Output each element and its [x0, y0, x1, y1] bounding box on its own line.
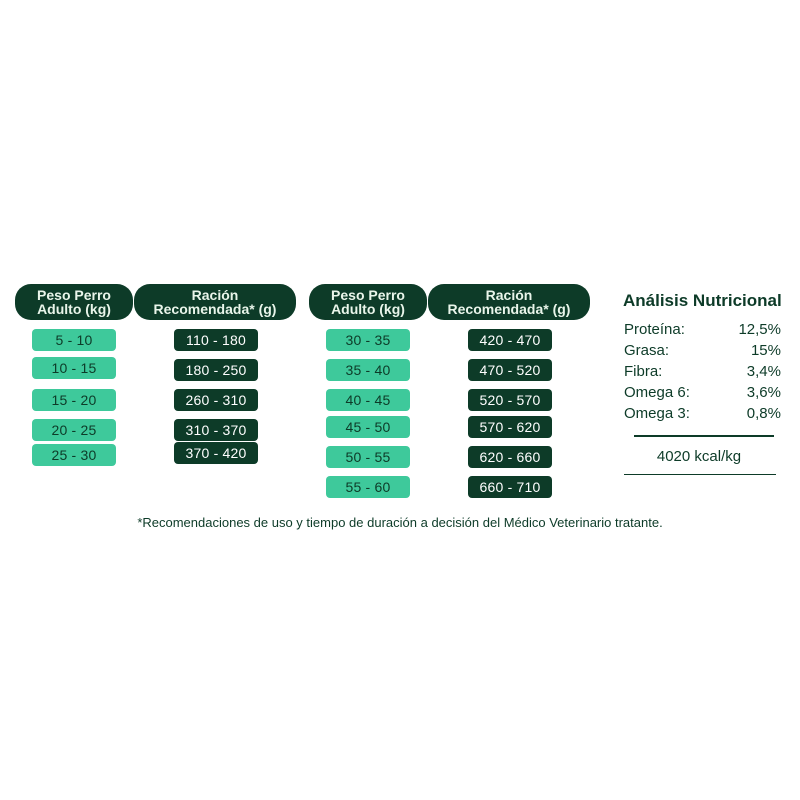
table2-weight-header-line2: Adulto (kg) [331, 301, 405, 317]
footnote: *Recomendaciones de uso y tiempo de dura… [137, 515, 663, 530]
table2-weight-cell: 45 - 50 [326, 416, 410, 438]
table2-weight-cell: 30 - 35 [326, 329, 410, 351]
table2-ration-cell: 570 - 620 [468, 416, 552, 438]
table1-weight-cell: 10 - 15 [32, 357, 116, 379]
nutrition-row: Omega 6: 3,6% [624, 384, 781, 405]
nutrition-value: 3,4% [746, 363, 781, 380]
table2-weight-header: Peso Perro Adulto (kg) [309, 284, 427, 320]
nutrition-row: Omega 3: 0,8% [624, 405, 781, 426]
energy-value: 4020 kcal/kg [656, 448, 742, 465]
table1-ration-cell: 260 - 310 [174, 389, 258, 411]
table1-ration-cell: 110 - 180 [174, 329, 258, 351]
table1-weight-header-line2: Adulto (kg) [37, 301, 111, 317]
nutrition-label: Omega 3: [624, 405, 690, 422]
table1-weight-cell: 25 - 30 [32, 444, 116, 466]
table1-ration-cell: 310 - 370 [174, 419, 258, 441]
nutrition-label: Grasa: [624, 342, 670, 359]
nutrition-value: 15% [750, 342, 781, 359]
table1-weight-header-line1: Peso Perro [37, 287, 111, 303]
nutrition-row: Fibra: 3,4% [624, 363, 781, 384]
nutrition-divider [634, 435, 774, 437]
table2-ration-header: Ración Recomendada* (g) [428, 284, 590, 320]
energy-underline [624, 474, 776, 475]
table1-ration-header-line2: Recomendada* (g) [153, 301, 277, 317]
nutrition-value: 0,8% [746, 405, 781, 422]
nutrition-label: Omega 6: [624, 384, 690, 401]
table2-weight-cell: 35 - 40 [326, 359, 410, 381]
table2-ration-cell: 520 - 570 [468, 389, 552, 411]
table1-weight-cell: 15 - 20 [32, 389, 116, 411]
table2-ration-header-line2: Recomendada* (g) [447, 301, 571, 317]
table1-weight-header: Peso Perro Adulto (kg) [15, 284, 133, 320]
nutrition-row: Grasa: 15% [624, 342, 781, 363]
nutrition-value: 12,5% [738, 321, 781, 338]
table1-ration-cell: 180 - 250 [174, 359, 258, 381]
table2-ration-cell: 470 - 520 [468, 359, 552, 381]
nutrition-label: Fibra: [624, 363, 663, 380]
table2-weight-cell: 50 - 55 [326, 446, 410, 468]
table1-weight-cell: 5 - 10 [32, 329, 116, 351]
table2-ration-cell: 420 - 470 [468, 329, 552, 351]
table1-ration-cell: 370 - 420 [174, 442, 258, 464]
table1-weight-cell: 20 - 25 [32, 419, 116, 441]
nutrition-value: 3,6% [746, 384, 781, 401]
table2-weight-cell: 55 - 60 [326, 476, 410, 498]
nutrition-label: Proteína: [624, 321, 685, 338]
table2-weight-header-line1: Peso Perro [331, 287, 405, 303]
table2-ration-cell: 660 - 710 [468, 476, 552, 498]
table1-ration-header-line1: Ración [191, 287, 239, 303]
table1-ration-header: Ración Recomendada* (g) [134, 284, 296, 320]
table2-ration-cell: 620 - 660 [468, 446, 552, 468]
table2-weight-cell: 40 - 45 [326, 389, 410, 411]
nutrition-title: Análisis Nutricional [623, 291, 782, 310]
table2-ration-header-line1: Ración [485, 287, 533, 303]
nutrition-row: Proteína: 12,5% [624, 321, 781, 342]
